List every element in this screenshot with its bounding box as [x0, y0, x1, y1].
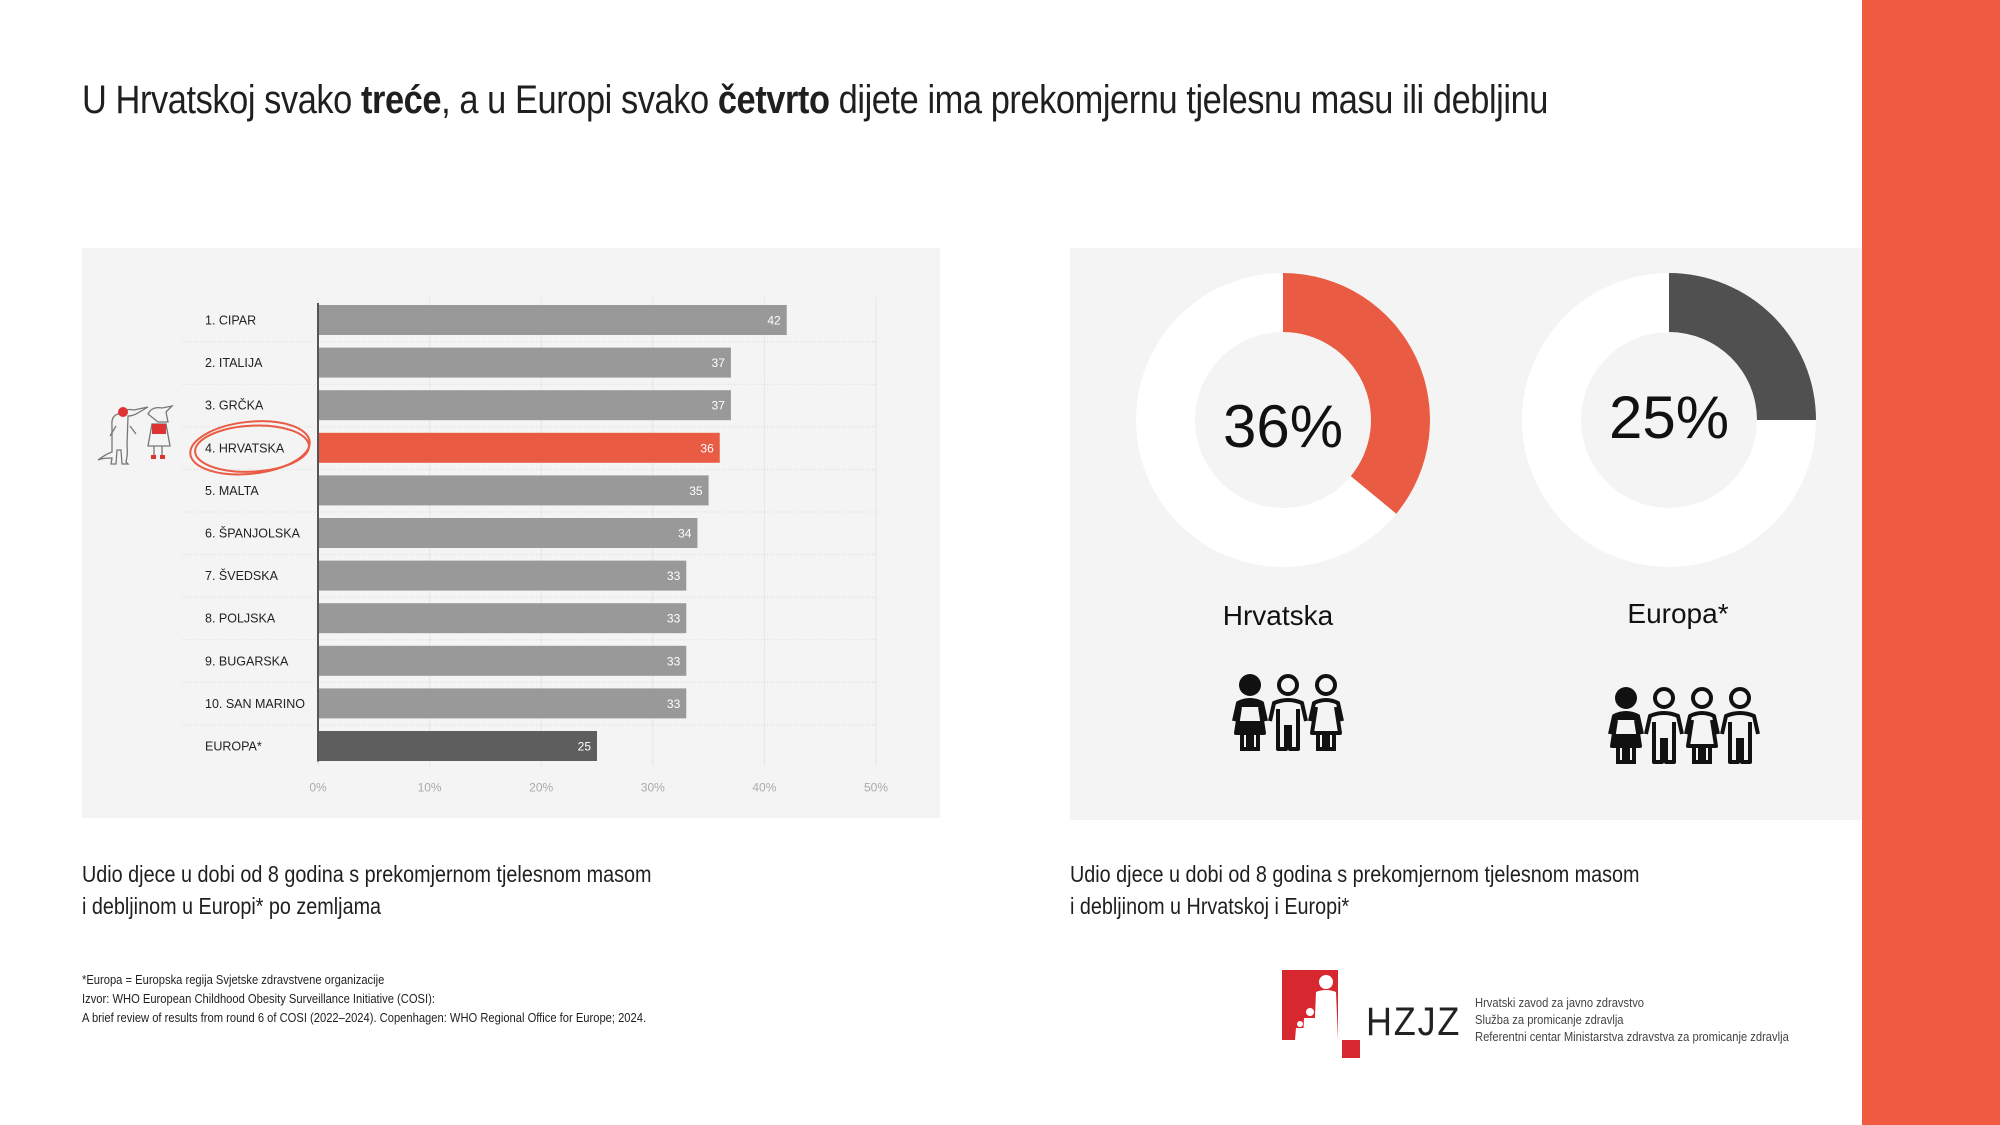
x-tick-label: 20%: [529, 781, 553, 795]
bar-data-label: 34: [678, 527, 692, 541]
category-label: 8. POLJSKA: [205, 612, 276, 626]
pictogram-hrvatska: [1232, 674, 1344, 751]
category-label: 9. BUGARSKA: [205, 654, 289, 668]
donut-chart-europa: [1522, 273, 1816, 567]
category-label: 4. HRVATSKA: [205, 441, 285, 455]
child-outline-icon: [1308, 674, 1344, 751]
mascot-illustration: [97, 404, 174, 465]
category-labels: 1. CIPAR 2. ITALIJA 3. GRČKA 4. HRVATSKA 5. …: [205, 314, 305, 754]
title-part-2: , a u Europi svako: [441, 78, 718, 122]
x-tick-label: 40%: [752, 781, 776, 795]
bar-data-label: 37: [712, 356, 726, 370]
child-filled-icon: [1232, 674, 1268, 751]
bar-data-label: 25: [578, 740, 592, 754]
bar: [318, 731, 597, 761]
donut-center-label-hrvatska: 36%: [1223, 393, 1343, 460]
logo-organization-text: Hrvatski zavod za javno zdravstvo Služba…: [1475, 994, 1789, 1045]
child-outline-icon: [1268, 674, 1308, 751]
title-bold-2: četvrto: [717, 78, 830, 122]
category-label: EUROPA*: [205, 740, 262, 754]
pictogram-europa: [1608, 687, 1760, 764]
caption-line: Udio djece u dobi od 8 godina s prekomje…: [82, 861, 652, 887]
bar-chart: 42 37 37 36 35 34 33 33 33 33 25 1. CIPAR 2. ITALIJ…: [97, 297, 888, 795]
bar: [318, 603, 687, 634]
category-label: 7. ŠVEDSKA: [205, 568, 279, 583]
bar-data-label: 35: [689, 484, 703, 498]
bar: [318, 432, 720, 463]
donut-slice-remainder-hrvatska: [1136, 273, 1397, 567]
logo-wordmark: HZJZ: [1366, 1000, 1462, 1044]
bar-chart-panel: 42 37 37 36 35 34 33 33 33 33 25 1. CIPAR 2. ITALIJ…: [82, 248, 940, 818]
highlight-circle: [189, 420, 311, 476]
x-tick-label: 30%: [641, 781, 665, 795]
hzjz-logo: HZJZ Hrvatski zavod za javno zdravstvo S…: [1282, 970, 1812, 1058]
footnote-line: Izvor: WHO European Childhood Obesity Su…: [82, 991, 435, 1006]
bar: [318, 645, 687, 676]
hzjz-logo-mark-icon: [1282, 970, 1360, 1058]
donut-slice-value-europa: [1669, 273, 1816, 420]
bar: [318, 688, 687, 719]
donut-chart-hrvatska: [1136, 273, 1430, 567]
category-label: 3. GRČKA: [205, 398, 264, 413]
bar-data-label: 37: [712, 399, 726, 413]
donut-chart-panel: 36% 25% Hrvatska Europa*: [1070, 248, 1862, 820]
bar-data-label: 36: [700, 441, 714, 455]
logo-line: Hrvatski zavod za javno zdravstvo: [1475, 995, 1645, 1010]
child-outline-icon: [1644, 687, 1684, 764]
donut-chart-caption: Udio djece u dobi od 8 godina s prekomje…: [1070, 858, 1640, 922]
x-tick-label: 50%: [864, 781, 888, 795]
category-label: 2. ITALIJA: [205, 356, 263, 370]
bar: [318, 390, 731, 421]
crocodile-mascot-icon: [97, 406, 149, 465]
bar-data-label: 33: [667, 654, 681, 668]
accent-side-strip: [1862, 0, 2000, 1125]
bar: [318, 560, 687, 591]
child-outline-icon: [1720, 687, 1760, 764]
donut-center-label-europa: 25%: [1609, 384, 1729, 451]
caption-line: Udio djece u dobi od 8 godina s prekomje…: [1070, 861, 1640, 887]
bar: [318, 305, 787, 335]
child-outline-icon: [1684, 687, 1720, 764]
bar: [318, 475, 709, 506]
source-footnote: *Europa = Europska regija Svjetske zdrav…: [82, 970, 646, 1027]
title-bold-1: treće: [361, 78, 442, 122]
donut-label-hrvatska: Hrvatska: [1223, 600, 1334, 631]
donut-label-europa: Europa*: [1627, 598, 1728, 629]
category-label: 1. CIPAR: [205, 314, 256, 328]
chart-bars: 42 37 37 36 35 34 33 33 33 33 25: [318, 305, 787, 761]
footnote-line: *Europa = Europska regija Svjetske zdrav…: [82, 972, 385, 987]
logo-line: Služba za promicanje zdravlja: [1475, 1012, 1624, 1027]
x-axis-ticks: 0% 10% 20% 30% 40% 50%: [309, 781, 888, 795]
logo-line: Referentni centar Ministarstva zdravstva…: [1475, 1029, 1789, 1044]
x-tick-label: 0%: [309, 781, 327, 795]
category-label: 5. MALTA: [205, 484, 259, 498]
caption-line: i debljinom u Hrvatskoj i Europi*: [1070, 893, 1350, 919]
bar: [318, 347, 731, 378]
title-part-3: dijete ima prekomjernu tjelesnu masu ili…: [829, 78, 1549, 122]
category-label: 6. ŠPANJOLSKA: [205, 526, 301, 541]
bar-data-label: 33: [667, 697, 681, 711]
donut-slice-value-hrvatska: [1283, 273, 1430, 514]
bar: [318, 518, 698, 548]
bar-chart-caption: Udio djece u dobi od 8 godina s prekomje…: [82, 858, 652, 922]
footnote-line: A brief review of results from round 6 o…: [82, 1010, 647, 1025]
bar-data-label: 42: [767, 314, 781, 328]
bar-data-label: 33: [667, 569, 681, 583]
donut-charts: 36% 25% Hrvatska Europa*: [1136, 273, 1816, 764]
category-label: 10. SAN MARINO: [205, 697, 305, 711]
child-filled-icon: [1608, 687, 1644, 764]
title-part-1: U Hrvatskoj svako: [82, 78, 362, 122]
bar-data-label: 33: [667, 612, 681, 626]
caption-line: i debljinom u Europi* po zemljama: [82, 893, 382, 919]
donut-slice-remainder-europa: [1522, 273, 1816, 567]
x-tick-label: 10%: [418, 781, 442, 795]
page-title: U Hrvatskoj svako treće, a u Europi svak…: [82, 78, 1548, 123]
